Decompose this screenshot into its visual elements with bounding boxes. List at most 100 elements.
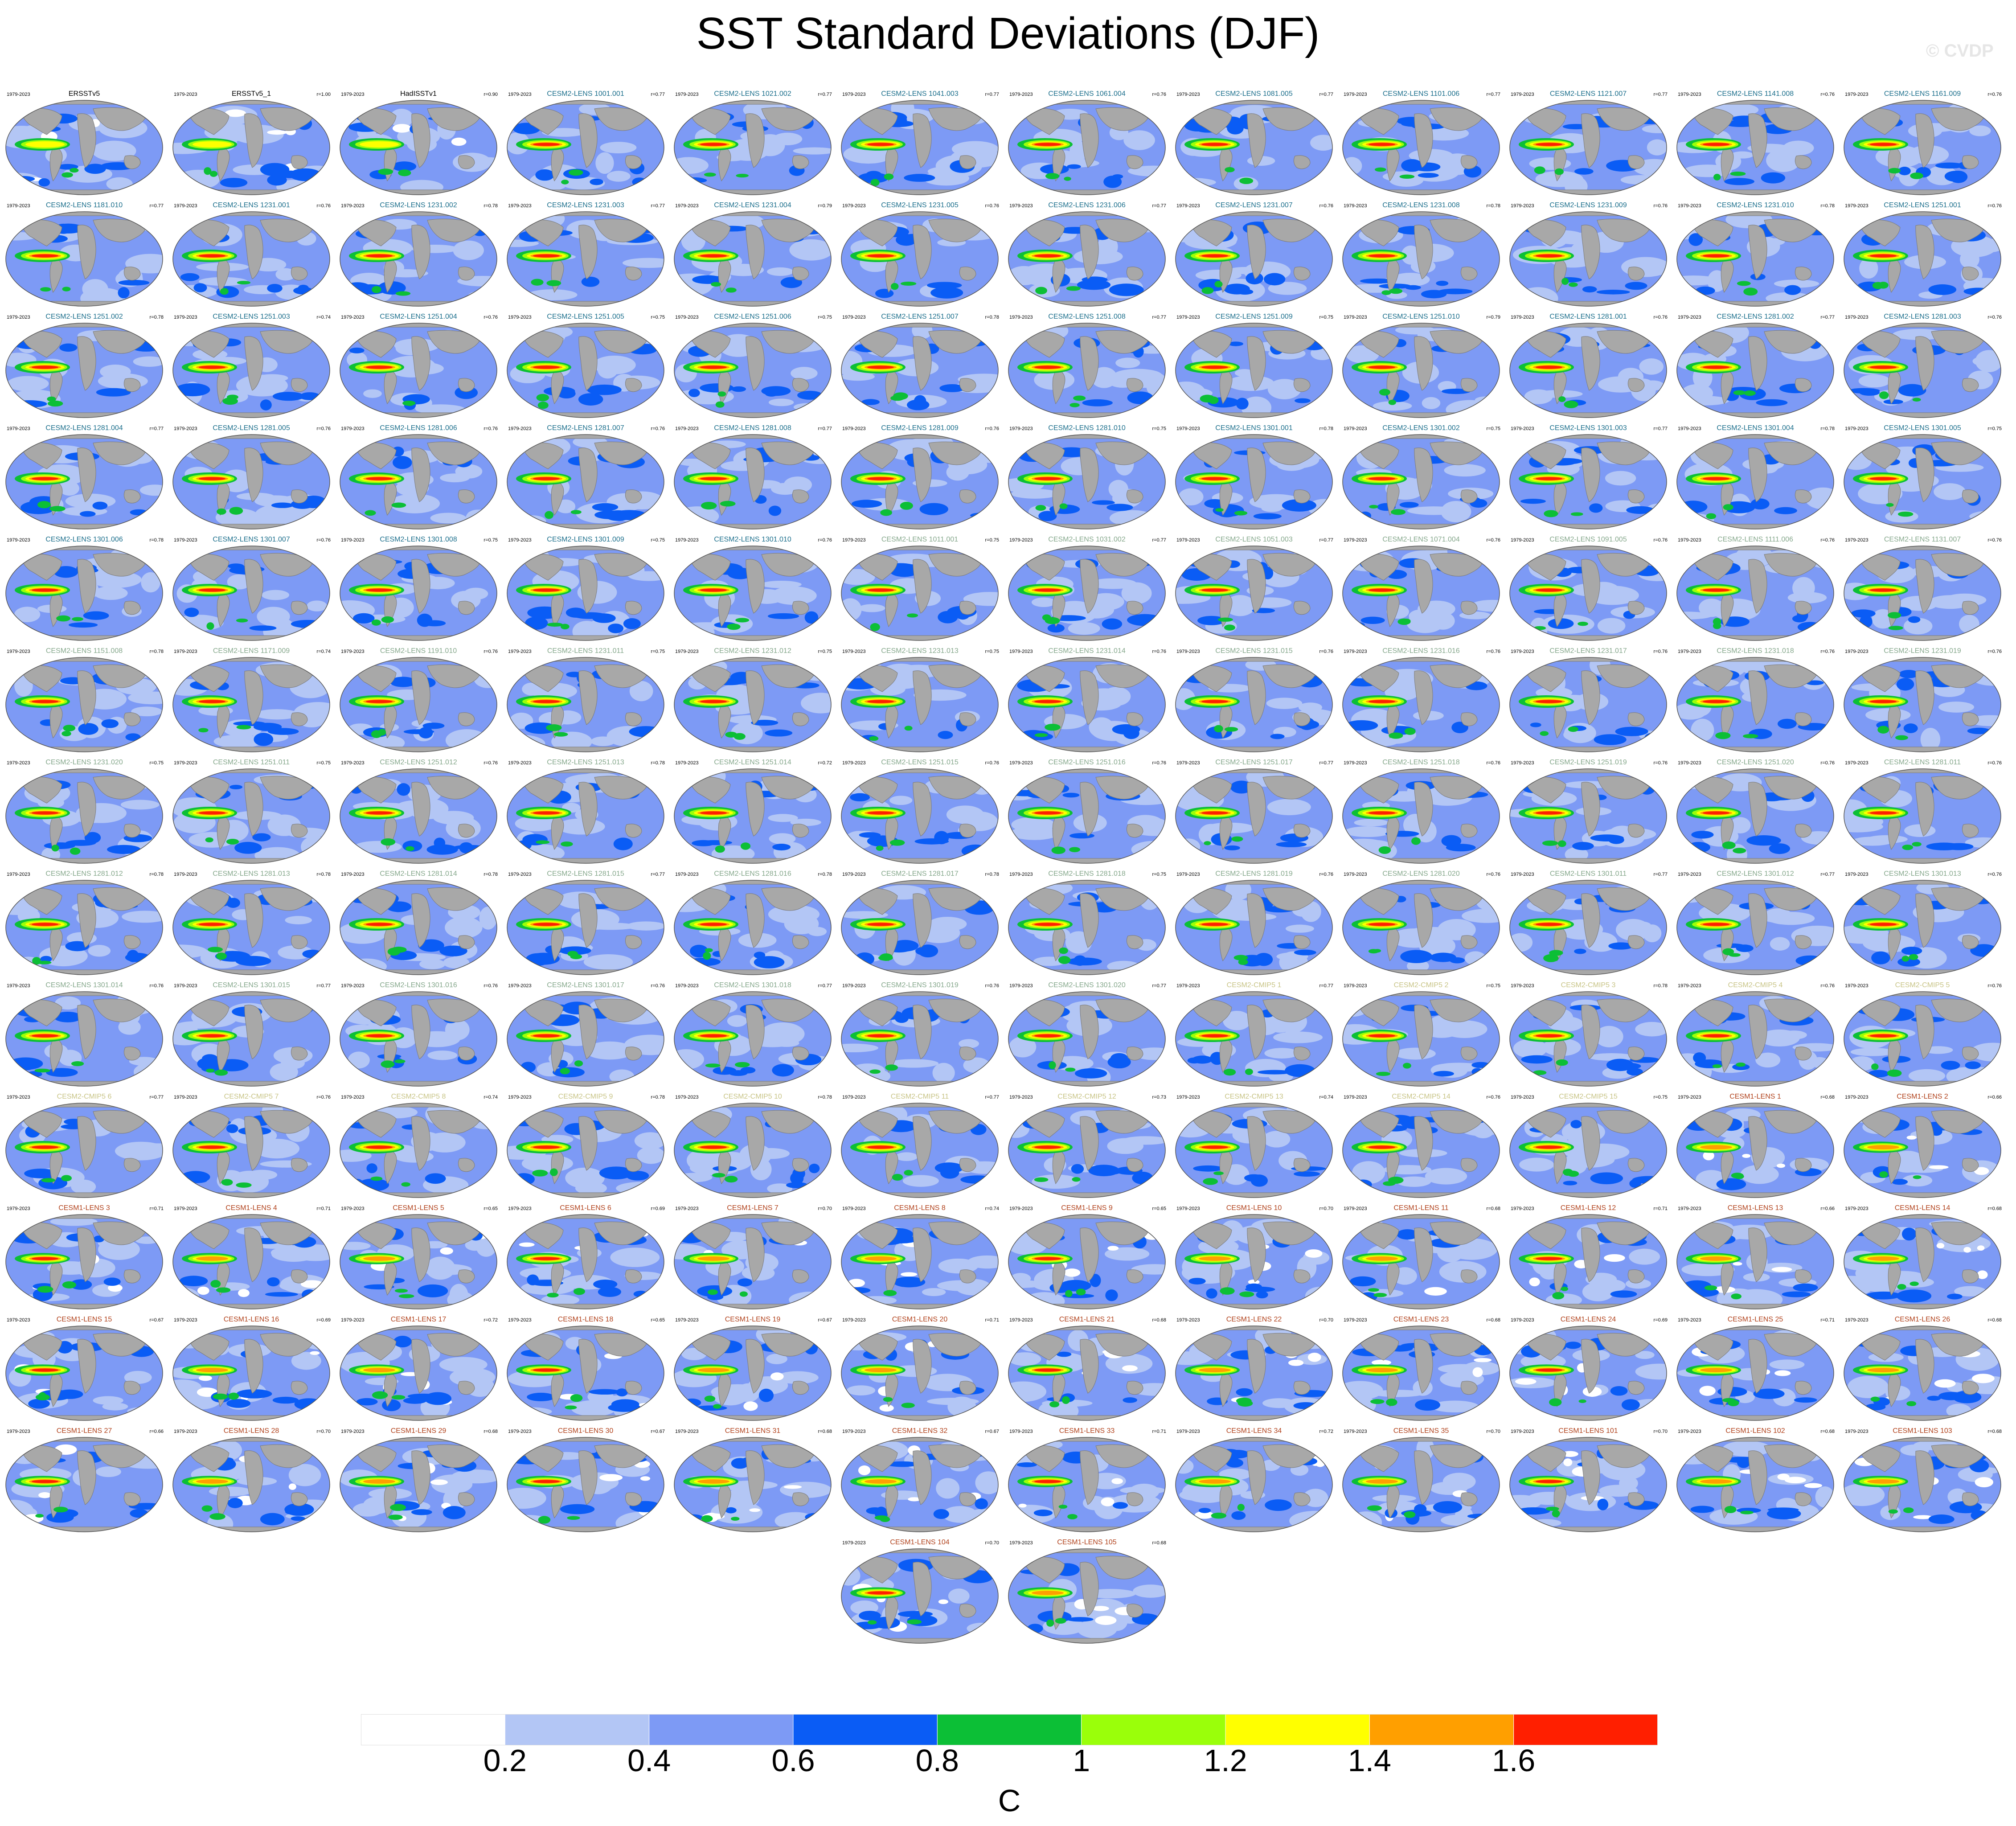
- antarctica-land: [1677, 747, 1834, 752]
- mid-latitude-patch: [252, 833, 271, 841]
- mid-latitude-patch: [852, 500, 882, 508]
- low-variability-patch: [1422, 397, 1441, 410]
- low-variability-patch: [440, 473, 470, 483]
- globe-border: [1008, 323, 1166, 418]
- panel-pattern-correlation: r=0.90: [484, 92, 498, 97]
- southern-ocean-patch: [870, 179, 880, 186]
- antarctica-land: [1008, 858, 1165, 863]
- north-america-land: [1024, 331, 1065, 358]
- panel-title: CESM1-LENS 7: [727, 1204, 779, 1212]
- mid-latitude-patch: [1401, 159, 1423, 172]
- asia-land: [1931, 218, 1985, 242]
- panel-title: CESM1-LENS 4: [225, 1204, 277, 1212]
- mid-latitude-patch: [939, 384, 965, 392]
- globe-border: [340, 434, 497, 529]
- antarctica-land: [1677, 969, 1834, 975]
- arctic-land: [879, 769, 974, 773]
- mid-latitude-patch: [754, 956, 785, 968]
- panel-pattern-correlation: r=0.74: [1319, 1095, 1334, 1100]
- mid-latitude-patch: [1067, 957, 1102, 966]
- low-variability-patch: [427, 1050, 458, 1060]
- mid-latitude-patch: [1436, 280, 1449, 286]
- mid-latitude-patch: [731, 386, 746, 392]
- north-america-land: [188, 108, 229, 135]
- low-variability-patch: [59, 481, 79, 496]
- arctic-land: [879, 657, 974, 662]
- minimal-variability-patch: [451, 137, 467, 146]
- low-variability-patch: [1097, 235, 1118, 258]
- antarctica-land: [1677, 635, 1834, 640]
- southern-ocean-patch: [1389, 288, 1403, 294]
- low-variability-patch: [1343, 157, 1362, 175]
- low-variability-patch: [94, 586, 128, 600]
- mid-latitude-patch: [592, 503, 619, 511]
- low-variability-patch: [1858, 374, 1890, 388]
- map-panel: 1979-2023 CESM2-CMIP5 9 r=0.78: [503, 1091, 668, 1202]
- southern-ocean-patch: [1368, 949, 1379, 954]
- panel-pattern-correlation: r=0.79: [1486, 315, 1501, 320]
- globe-border: [1342, 323, 1500, 418]
- mid-latitude-patch: [1688, 233, 1703, 246]
- map-panel: 1979-2023 CESM2-LENS 1171.009 r=0.74: [168, 645, 334, 756]
- europe-africa-land: [1915, 225, 1934, 279]
- southern-ocean-patch: [1073, 395, 1086, 401]
- arctic-land: [712, 212, 807, 216]
- sst-stddev-map: [340, 434, 497, 529]
- mid-latitude-patch: [1644, 733, 1657, 745]
- arctic-land: [210, 100, 305, 105]
- southern-ocean-patch: [560, 624, 570, 630]
- globe-border: [1008, 434, 1166, 529]
- enso-tongue-red: [1870, 923, 1897, 926]
- arctic-land: [1046, 769, 1141, 773]
- enso-tongue-red: [366, 365, 393, 369]
- map-panel: 1979-2023 CESM2-LENS 1301.016 r=0.76: [336, 980, 501, 1090]
- antarctica-land: [674, 524, 831, 529]
- southern-ocean-patch: [734, 1062, 750, 1067]
- southern-ocean-patch: [1368, 1288, 1379, 1292]
- sst-stddev-map: [841, 211, 999, 307]
- north-america-land: [857, 331, 898, 358]
- asia-land: [1430, 330, 1484, 354]
- arctic-land: [1213, 992, 1308, 996]
- low-variability-patch: [255, 504, 307, 525]
- panel-pattern-correlation: r=0.76: [1820, 760, 1835, 766]
- panel-pattern-correlation: r=0.75: [1987, 426, 2002, 431]
- panel-title: CESM2-CMIP5 8: [391, 1093, 446, 1100]
- mid-latitude-patch: [1102, 618, 1123, 630]
- mid-latitude-patch: [1250, 1174, 1268, 1187]
- panel-pattern-correlation: r=0.65: [1152, 1206, 1167, 1211]
- antarctica-land: [841, 524, 998, 529]
- panel-pattern-correlation: r=0.76: [1152, 649, 1167, 654]
- antarctica-land: [674, 189, 831, 195]
- north-america-land: [1525, 108, 1566, 135]
- map-panel: 1979-2023 CESM1-LENS 9 r=0.65: [1004, 1202, 1170, 1313]
- map-panel: 1979-2023 CESM2-LENS 1151.008 r=0.78: [1, 645, 167, 756]
- antarctica-land: [340, 969, 497, 975]
- arctic-land: [377, 880, 472, 885]
- australia-land: [625, 378, 642, 392]
- australia-land: [792, 155, 809, 169]
- enso-tongue-red: [199, 1034, 225, 1038]
- sst-stddev-map: [1676, 100, 1834, 195]
- australia-land: [1126, 155, 1143, 169]
- enso-tongue-orange: [1700, 1145, 1732, 1149]
- south-america-land: [1888, 258, 1901, 293]
- antarctica-land: [1008, 969, 1165, 975]
- southern-ocean-patch: [1534, 166, 1545, 174]
- southern-ocean-patch: [37, 960, 52, 964]
- europe-africa-land: [578, 447, 598, 502]
- australia-land: [1460, 489, 1478, 504]
- mid-latitude-patch: [605, 510, 631, 521]
- mid-latitude-patch: [392, 161, 417, 172]
- map-panel: 1979-2023 CESM2-LENS 1251.010 r=0.79: [1338, 311, 1504, 422]
- arctic-land: [377, 657, 472, 662]
- mid-latitude-patch: [1082, 276, 1108, 283]
- panel-pattern-correlation: r=0.77: [1820, 872, 1835, 877]
- low-variability-patch: [1008, 266, 1041, 285]
- mid-latitude-patch: [1441, 835, 1462, 847]
- chart-title: SST Standard Deviations (DJF): [696, 8, 1320, 58]
- arctic-land: [377, 1215, 472, 1219]
- sst-stddev-map: [1844, 434, 2001, 529]
- antarctica-land: [841, 1304, 998, 1309]
- southern-ocean-patch: [394, 1288, 408, 1293]
